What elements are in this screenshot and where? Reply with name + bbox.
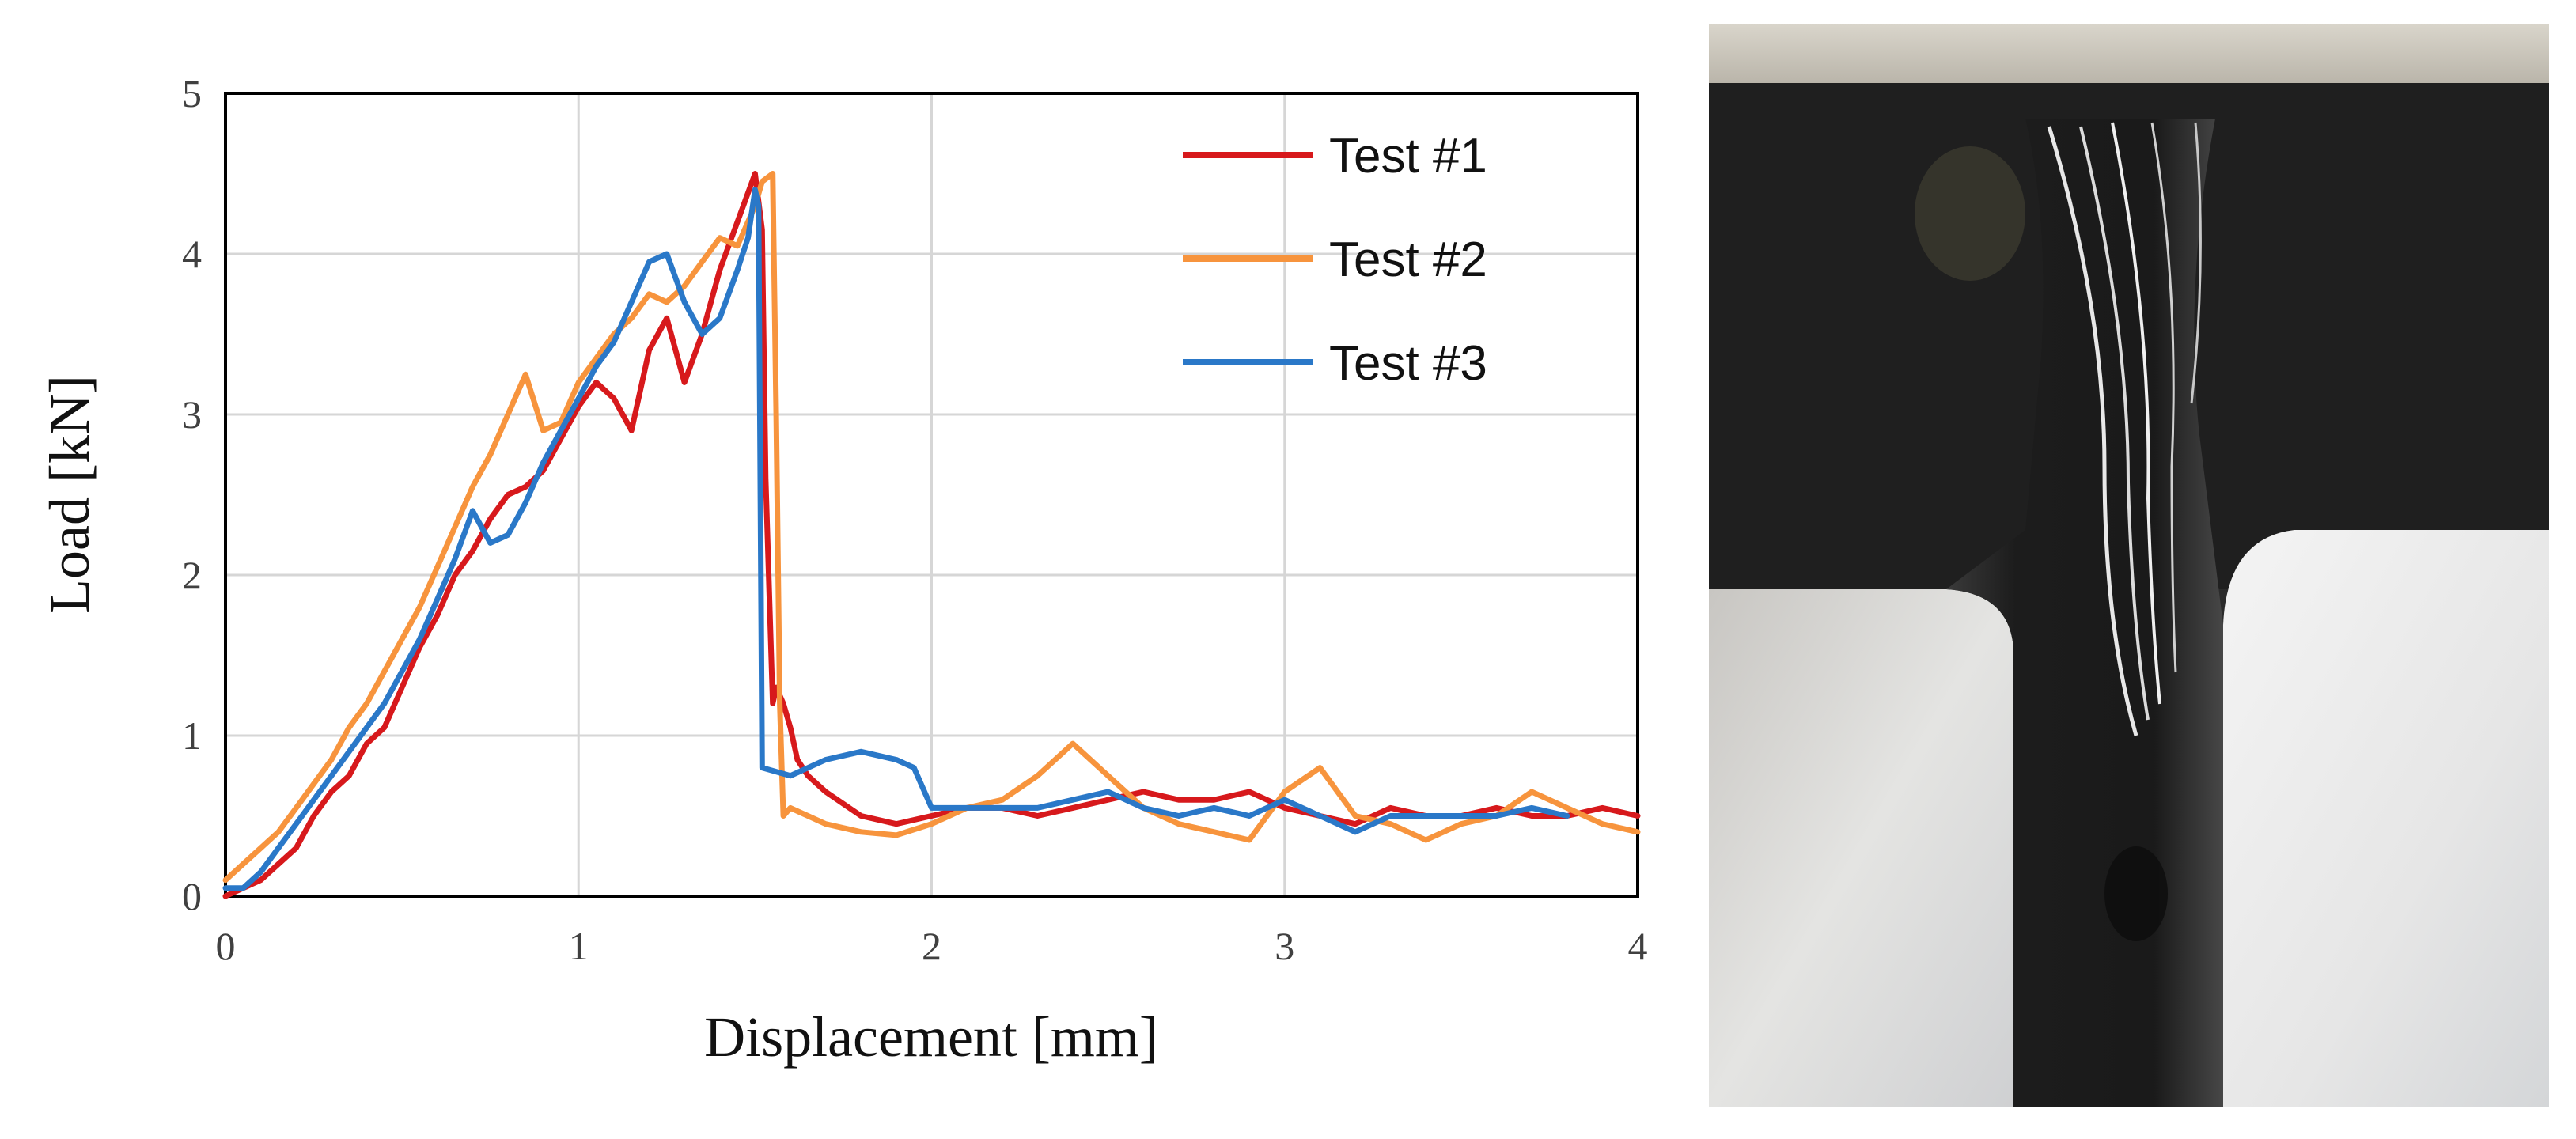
x-axis-label: Displacement [mm] [704,1005,1158,1069]
legend-label-test-3: Test #3 [1329,336,1487,391]
y-tick-label: 1 [182,713,202,758]
plot-frame [224,92,1639,898]
left-floor [1709,589,2013,1107]
x-tick-label: 2 [922,924,941,968]
legend: Test #1 Test #2 Test #3 [1183,129,1487,391]
crack-line [2079,126,2150,721]
crack-line [2150,122,2177,673]
surface-blemish [2104,846,2168,941]
y-tick-label: 0 [182,874,202,918]
x-tick-label: 0 [216,924,236,968]
y-tick-labels: 0 1 2 3 4 5 [182,71,202,918]
crack-line [2047,126,2138,736]
y-tick-label: 5 [182,71,202,115]
y-axis-label: Load [kN] [38,375,101,614]
x-tick-label: 4 [1628,924,1648,968]
crack-line [2111,122,2161,705]
legend-label-test-1: Test #1 [1329,129,1487,184]
series-line-test-3 [222,187,1570,891]
surface-blemish [1915,146,2025,281]
y-tick-label: 2 [182,553,202,597]
right-floor [2223,530,2549,1107]
y-tick-label: 3 [182,392,202,437]
grid [224,92,1639,898]
x-tick-label: 1 [569,924,589,968]
x-tick-label: 3 [1275,924,1294,968]
load-displacement-chart: 0 1 2 3 4 5 0 1 2 3 4 Displacement [mm] Load [kN]… [38,71,1648,1069]
fractured-specimen-photo [1709,24,2549,1107]
legend-label-test-2: Test #2 [1329,233,1487,287]
crack-line [2190,122,2202,404]
x-tick-labels: 0 1 2 3 4 [216,924,1648,968]
top-plate-edge [1709,24,2549,87]
y-tick-label: 4 [182,232,202,276]
series-lines [222,171,1641,899]
